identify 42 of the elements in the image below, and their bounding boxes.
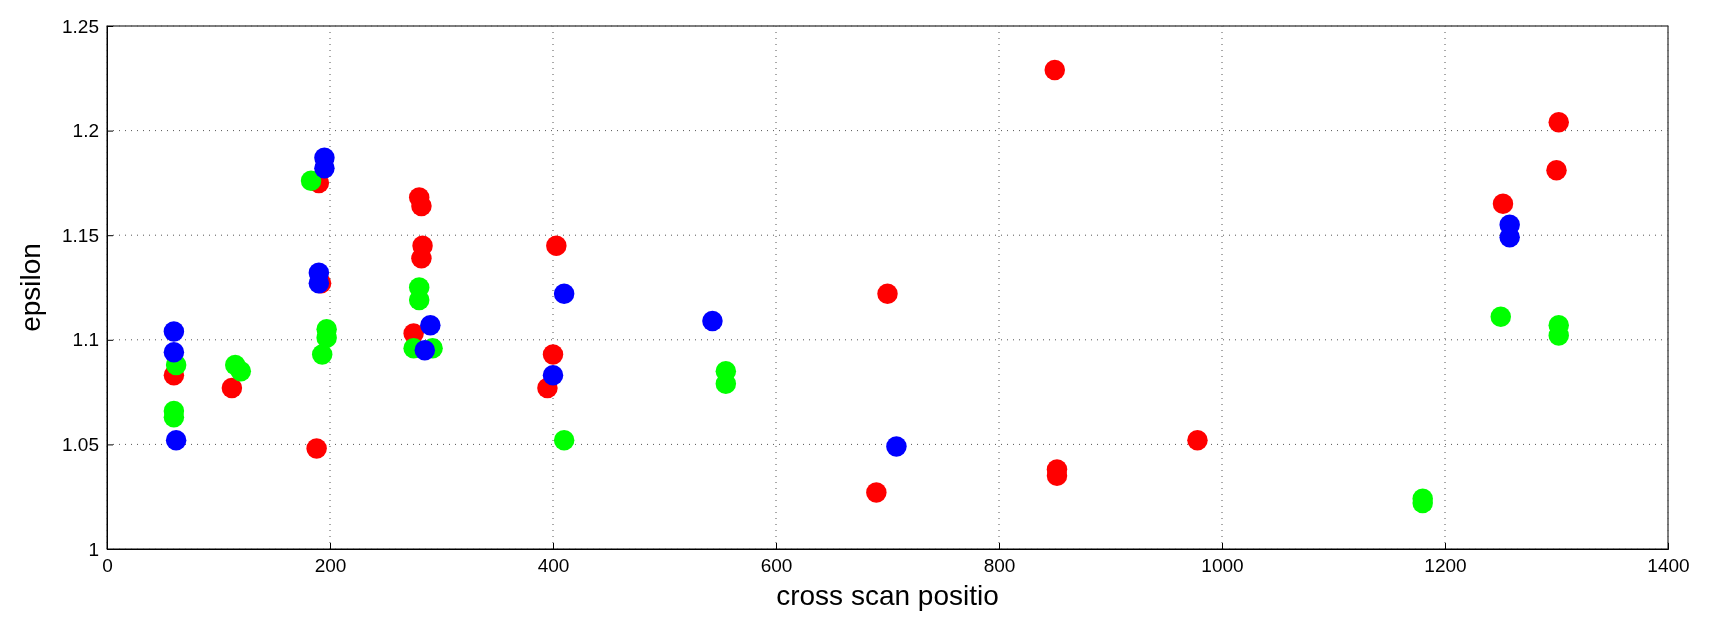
- x-tick-label: 1200: [1424, 555, 1467, 577]
- y-tick-label: 1.05: [62, 433, 99, 455]
- point: [1499, 227, 1520, 248]
- point: [221, 377, 243, 399]
- point: [300, 170, 322, 192]
- x-axis-title: cross scan positio: [776, 580, 999, 611]
- point: [1187, 429, 1208, 451]
- x-tick-label: 600: [760, 555, 793, 577]
- x-tick-label: 800: [983, 555, 1016, 577]
- point: [165, 429, 187, 451]
- point: [420, 314, 441, 336]
- point: [553, 283, 575, 304]
- point: [163, 342, 185, 363]
- x-tick-label: 200: [314, 555, 347, 577]
- y-tick-label: 1.2: [72, 120, 99, 142]
- point: [542, 344, 564, 365]
- point: [866, 482, 887, 503]
- x-tick-label: 400: [537, 555, 570, 577]
- point: [163, 321, 185, 342]
- y-axis-title: epsilon: [15, 243, 46, 332]
- point: [1492, 193, 1514, 215]
- y-tick-label: 1: [88, 538, 99, 560]
- point: [311, 344, 333, 365]
- y-tick-label: 1.1: [72, 329, 99, 351]
- x-tick-label: 1400: [1647, 555, 1690, 577]
- point: [886, 436, 907, 457]
- y-tick-label: 1.15: [62, 224, 99, 246]
- y-tick-label: 1.25: [62, 15, 99, 37]
- x-tick-label: 0: [102, 555, 113, 577]
- point: [1044, 59, 1065, 81]
- point: [414, 340, 436, 361]
- point: [542, 365, 564, 386]
- point: [230, 360, 252, 382]
- x-tick-label: 1000: [1201, 555, 1244, 577]
- point: [306, 438, 327, 459]
- point: [1546, 160, 1567, 181]
- point: [1548, 112, 1569, 133]
- point: [546, 235, 567, 256]
- point: [553, 429, 575, 451]
- point: [702, 310, 723, 332]
- point: [1490, 306, 1511, 328]
- point: [877, 283, 898, 304]
